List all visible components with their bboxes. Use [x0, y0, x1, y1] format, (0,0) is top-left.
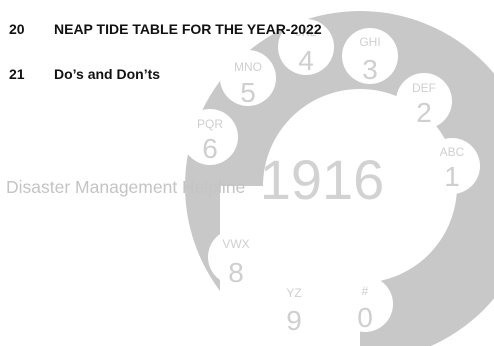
dial-key-1: ABC 1 — [424, 138, 480, 194]
dial-key-digit: 2 — [416, 97, 432, 128]
dial-key-4: JKL 4 — [278, 19, 334, 76]
dial-key-digit: 4 — [298, 45, 314, 76]
dial-key-5: MNO 5 — [220, 50, 276, 108]
dial-key-0: # 0 — [337, 276, 393, 333]
dial-key-letters: VWX — [222, 237, 249, 251]
dial-key-letters: JKL — [296, 25, 317, 39]
dial-key-letters: MNO — [234, 60, 262, 74]
toc-entry-number: 20 — [9, 21, 25, 37]
dial-key-3: GHI 3 — [342, 28, 398, 85]
dial-key-2: DEF 2 — [396, 73, 452, 129]
toc-entry-title: NEAP TIDE TABLE FOR THE YEAR-2022 — [54, 21, 322, 37]
dial-key-digit: 8 — [228, 257, 244, 288]
dial-key-letters: ABC — [440, 145, 465, 159]
dial-key-letters: YZ — [286, 286, 301, 300]
dial-key-digit: 3 — [362, 54, 378, 85]
toc-entry-title: Do’s and Don’ts — [54, 66, 161, 82]
dial-key-digit: 9 — [286, 305, 302, 336]
dial-key-letters: # — [362, 284, 369, 298]
dial-key-9: YZ 9 — [266, 279, 322, 336]
helpline-number: 1916 — [260, 148, 385, 211]
dial-key-letters: PQR — [197, 117, 223, 131]
dial-key-8: VWX 8 — [208, 229, 264, 288]
dial-key-digit: 6 — [202, 133, 218, 164]
dial-key-letters: GHI — [359, 35, 380, 49]
dial-key-digit: 1 — [444, 161, 460, 192]
dial-key-6: PQR 6 — [182, 109, 238, 165]
dial-key-digit: 5 — [240, 77, 256, 108]
dial-key-letters: DEF — [412, 81, 436, 95]
toc-entry-number: 21 — [9, 66, 25, 82]
helpline-caption: Disaster Management Helpline — [6, 177, 245, 197]
toc-entry-20[interactable]: 20 NEAP TIDE TABLE FOR THE YEAR-2022 — [9, 21, 322, 37]
toc-entry-21[interactable]: 21 Do’s and Don’ts — [9, 66, 160, 82]
dial-key-digit: 0 — [357, 302, 373, 333]
